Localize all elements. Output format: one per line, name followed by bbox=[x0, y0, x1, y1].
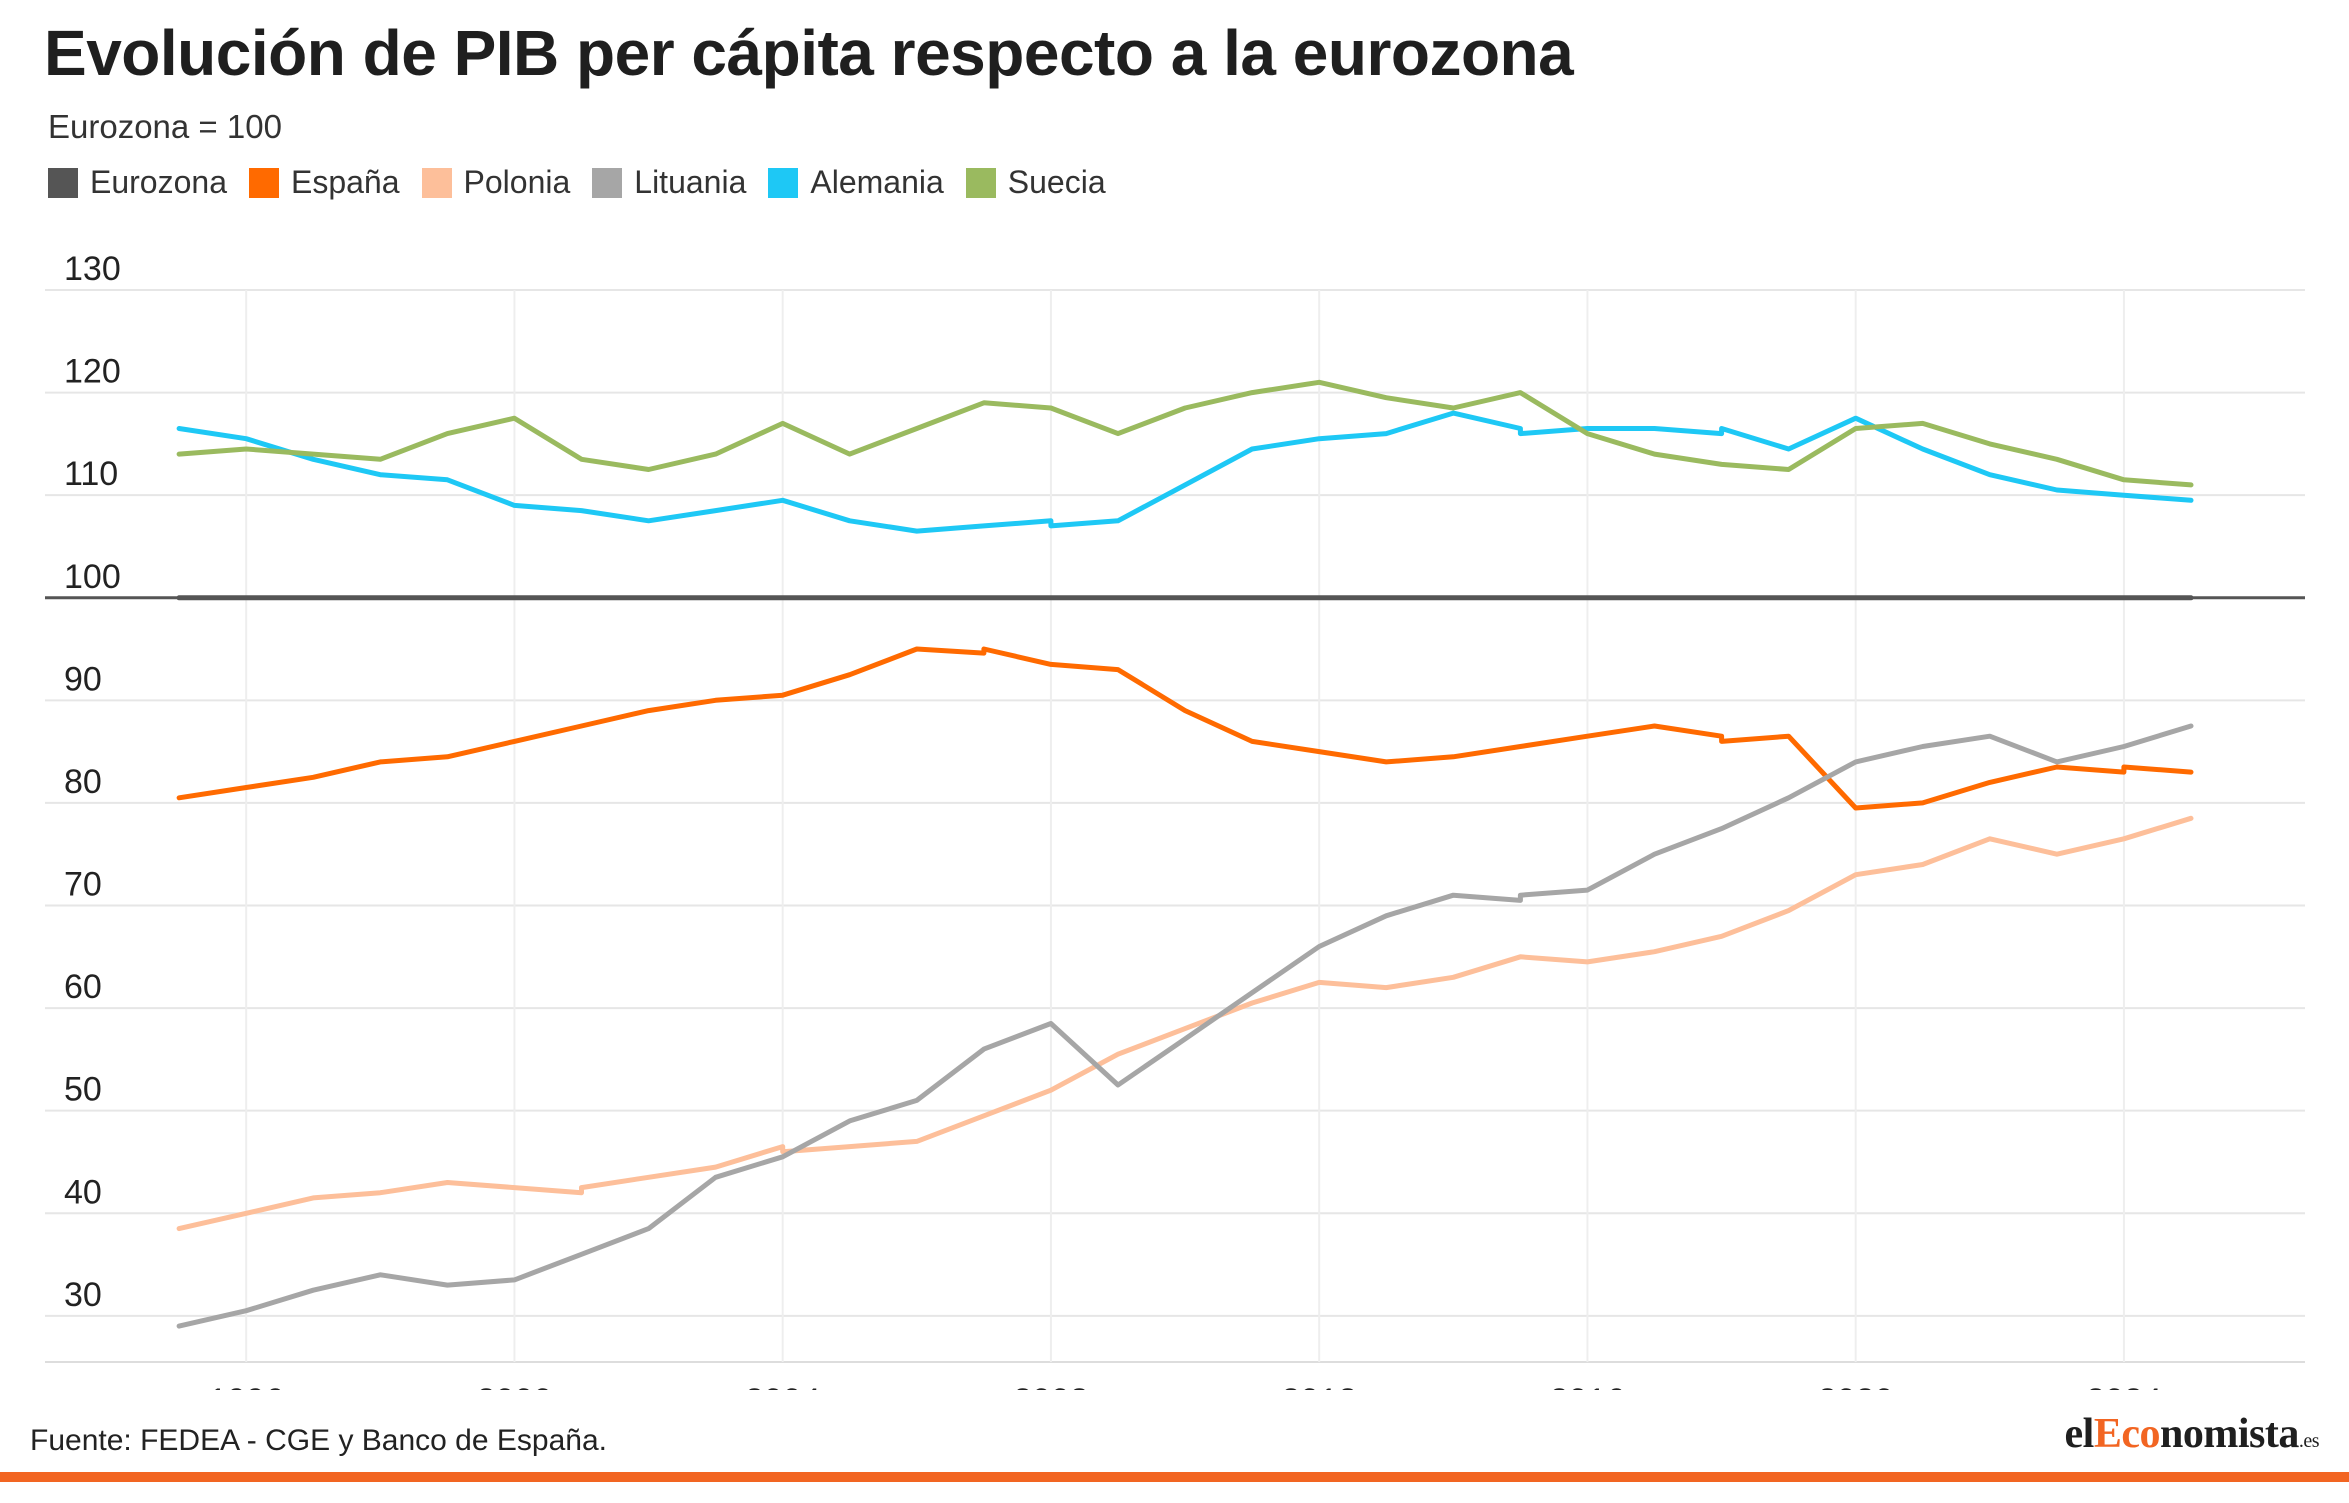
x-tick-label: 2004 bbox=[745, 1382, 821, 1390]
x-tick-label: 2008 bbox=[1013, 1382, 1089, 1390]
y-tick-label: 70 bbox=[64, 866, 102, 904]
line-chart: 30 40 50 60 70 80 90 100 110 120 130 1996 2000 2004 20… bbox=[45, 250, 2305, 1390]
legend-item-polonia: Polonia bbox=[421, 164, 571, 201]
y-tick-label: 30 bbox=[64, 1276, 102, 1314]
y-tick-label: 60 bbox=[64, 968, 102, 1006]
y-tick-label: 90 bbox=[64, 660, 102, 698]
source-note: Fuente: FEDEA - CGE y Banco de España. bbox=[30, 1424, 607, 1457]
legend-item-suecia: Suecia bbox=[965, 164, 1106, 201]
x-tick-label: 1996 bbox=[208, 1382, 284, 1390]
logo-accent: Eco bbox=[2093, 1411, 2161, 1457]
chart-legend: Eurozona España Polonia Lituania Alemania Sue… bbox=[48, 164, 1106, 201]
legend-label: España bbox=[290, 164, 400, 200]
y-tick-label: 110 bbox=[64, 455, 118, 493]
x-tick-label: 2000 bbox=[477, 1382, 553, 1390]
legend-label: Alemania bbox=[810, 164, 944, 200]
legend-label: Polonia bbox=[463, 164, 571, 200]
legend-swatch bbox=[421, 167, 452, 198]
legend-label: Eurozona bbox=[90, 164, 227, 200]
legend-swatch bbox=[48, 167, 78, 198]
chart-subtitle: Eurozona = 100 bbox=[48, 108, 282, 145]
legend-item-eurozona: Eurozona bbox=[48, 164, 227, 201]
y-tick-label: 40 bbox=[64, 1173, 102, 1211]
y-tick-label: 130 bbox=[64, 250, 121, 288]
legend-swatch bbox=[248, 167, 279, 198]
legend-swatch bbox=[592, 167, 623, 198]
bottom-accent-bar bbox=[0, 1472, 2349, 1482]
legend-item-alemania: Alemania bbox=[768, 164, 944, 201]
logo-tld: .es bbox=[2298, 1430, 2320, 1452]
series-line-suecia bbox=[176, 379, 2194, 488]
chart-title: Evolución de PIB per cápita respecto a l… bbox=[44, 17, 1574, 89]
x-tick-label: 2016 bbox=[1550, 1382, 1626, 1390]
y-tick-label: 120 bbox=[64, 353, 121, 391]
series-line-lituania bbox=[176, 723, 2194, 1329]
y-tick-label: 50 bbox=[64, 1071, 102, 1109]
y-tick-label: 80 bbox=[64, 763, 102, 801]
y-tick-label: 100 bbox=[64, 558, 121, 596]
legend-item-españa: España bbox=[248, 164, 400, 201]
publisher-logo: elEconomista.es bbox=[2065, 1410, 2320, 1458]
x-tick-label: 2024 bbox=[2086, 1382, 2162, 1390]
series-line-polonia bbox=[176, 815, 2194, 1232]
legend-swatch bbox=[768, 167, 799, 198]
legend-label: Lituania bbox=[634, 164, 747, 200]
legend-label: Suecia bbox=[1007, 164, 1106, 200]
logo-main: nomista bbox=[2159, 1411, 2299, 1457]
x-tick-label: 2020 bbox=[1818, 1382, 1894, 1390]
legend-item-lituania: Lituania bbox=[592, 164, 746, 201]
legend-swatch bbox=[965, 167, 996, 198]
series-line-españa bbox=[176, 646, 2194, 811]
series-line-alemania bbox=[176, 410, 2194, 534]
x-tick-label: 2012 bbox=[1281, 1382, 1357, 1390]
logo-prefix: el bbox=[2064, 1411, 2095, 1457]
